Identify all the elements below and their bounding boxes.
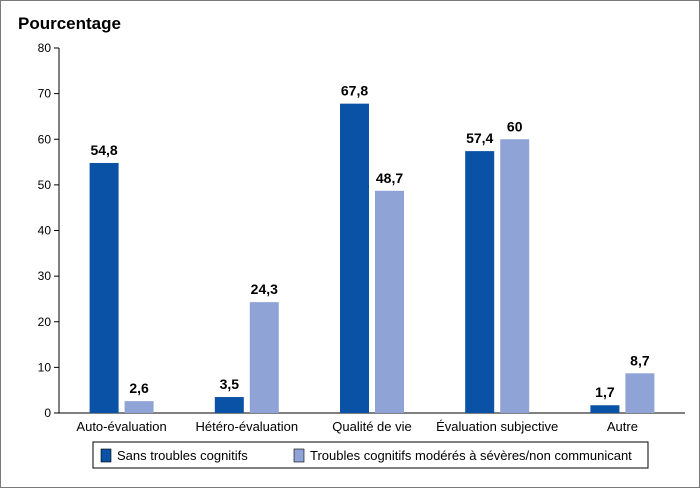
bars-group (89, 103, 655, 414)
x-category-label: Auto-évaluation (76, 419, 166, 434)
category-labels-group: Auto-évaluation Hétéro-évaluation Qualité … (76, 419, 638, 434)
bar-value-label: 1,7 (595, 384, 615, 400)
data-labels-group: 54,8 2,6 3,5 24,3 67,8 48,7 57,4 60 1,7 8,7 (90, 83, 649, 401)
bar-sans-troubles (590, 405, 620, 413)
y-tick-label: 70 (38, 87, 52, 101)
bar-value-label: 24,3 (251, 281, 278, 297)
legend-box (92, 441, 649, 469)
y-tick-label: 10 (38, 360, 52, 374)
legend-swatch (293, 448, 305, 463)
bar-troubles-cognitifs (124, 401, 154, 413)
y-tick-label: 50 (38, 178, 52, 192)
bar-value-label: 48,7 (376, 170, 403, 186)
y-tick-label: 40 (38, 224, 52, 238)
bar-sans-troubles (465, 151, 495, 414)
bar-value-label: 3,5 (220, 376, 240, 392)
bar-troubles-cognitifs (625, 373, 655, 413)
bar-sans-troubles (214, 397, 244, 413)
y-tick-label: 0 (44, 406, 51, 420)
legend: Sans troubles cognitifs Troubles cognitif… (92, 441, 649, 469)
x-category-label: Évaluation subjective (436, 419, 558, 434)
bar-value-label: 8,7 (630, 352, 650, 368)
bar-value-label: 57,4 (466, 130, 493, 146)
x-category-label: Hétéro-évaluation (195, 419, 298, 434)
x-category-label: Qualité de vie (332, 419, 412, 434)
bar-value-label: 54,8 (90, 142, 117, 158)
bar-troubles-cognitifs (249, 302, 279, 413)
y-tick-label: 60 (38, 132, 52, 146)
y-tick-label: 30 (38, 269, 52, 283)
bar-sans-troubles (340, 103, 369, 413)
bar-sans-troubles (89, 162, 119, 413)
x-category-label: Autre (607, 419, 638, 434)
bar-value-label: 60 (507, 118, 523, 134)
legend-label: Sans troubles cognitifs (117, 448, 248, 463)
y-ticks: 0 10 20 30 40 50 60 70 80 (38, 41, 59, 420)
bar-value-label: 67,8 (341, 83, 368, 99)
legend-swatch (100, 448, 112, 463)
legend-label: Troubles cognitifs modérés à sévères/non… (310, 448, 632, 463)
bar-troubles-cognitifs (500, 139, 530, 413)
bar-value-label: 2,6 (129, 380, 149, 396)
bar-troubles-cognitifs (375, 190, 404, 413)
y-tick-label: 20 (38, 315, 52, 329)
y-axis-title: Pourcentage (18, 14, 121, 33)
y-tick-label: 80 (38, 41, 52, 55)
